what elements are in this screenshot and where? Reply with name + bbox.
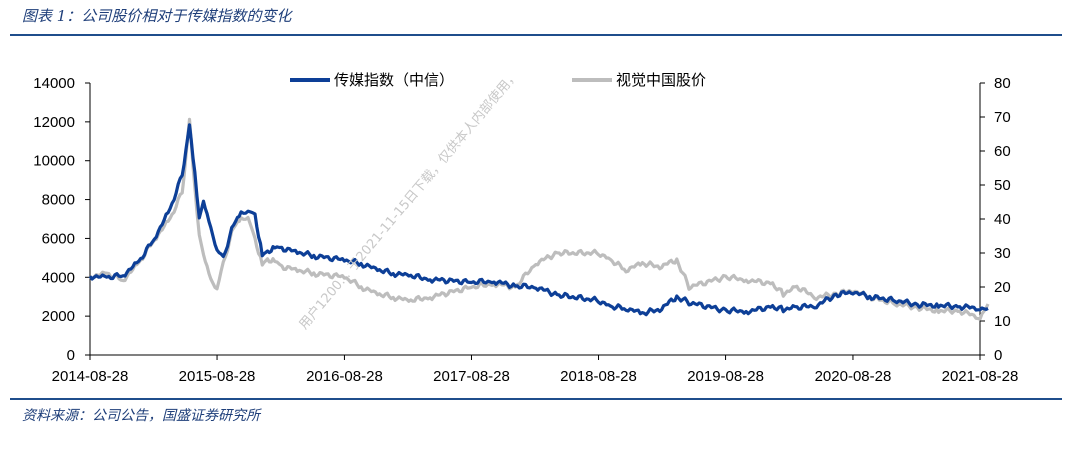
bottom-divider (10, 398, 1062, 400)
axes: 0 2000 4000 6000 8000 10000 12000 14000 0 10 20 30 4… (33, 75, 1018, 385)
figure-caption: 图表 1：公司股价相对于传媒指数的变化 (22, 7, 292, 25)
chart-area: 0 2000 4000 6000 8000 10000 12000 14000 0 10 20 30 4… (33, 67, 1018, 385)
y-left-tick-label: 4000 (42, 269, 75, 286)
y-left-tick-label: 14000 (33, 75, 75, 92)
y-right-tick-label: 30 (994, 245, 1011, 262)
source-note: 资料来源：公司公告，国盛证券研究所 (22, 408, 260, 424)
y-right-tick-label: 40 (994, 211, 1011, 228)
y-left-tick-label: 10000 (33, 153, 75, 170)
legend: 传媒指数（中信） 视觉中国股价 (290, 71, 706, 89)
legend-label-stock: 视觉中国股价 (616, 71, 706, 89)
y-left-tick-label: 2000 (42, 308, 75, 325)
top-divider (10, 34, 1062, 36)
y-left-tick-label: 6000 (42, 230, 75, 247)
x-tick-label: 2016-08-28 (306, 368, 383, 385)
legend-label-index: 传媒指数（中信） (334, 71, 454, 89)
y-right-tick-label: 80 (994, 75, 1011, 92)
x-tick-label: 2014-08-28 (52, 368, 129, 385)
y-left-tick-label: 8000 (42, 192, 75, 209)
y-right-tick-label: 0 (994, 347, 1002, 364)
x-tick-label: 2021-08-28 (942, 368, 1019, 385)
x-tick-label: 2017-08-28 (433, 368, 510, 385)
y-right-tick-label: 10 (994, 313, 1011, 330)
y-right-tick-label: 70 (994, 109, 1011, 126)
y-right-tick-label: 50 (994, 177, 1011, 194)
x-tick-label: 2015-08-28 (179, 368, 256, 385)
series-lines (88, 117, 990, 321)
watermark-text: 用户1200... 于2021-11-15日下载，仅供本人内部使用， (296, 67, 522, 333)
y-right-tick-label: 20 (994, 279, 1011, 296)
series-line-index (88, 123, 989, 317)
y-left-tick-label: 12000 (33, 114, 75, 131)
y-right-tick-label: 60 (994, 143, 1011, 160)
x-tick-label: 2019-08-28 (687, 368, 764, 385)
x-tick-label: 2020-08-28 (815, 368, 892, 385)
x-tick-label: 2018-08-28 (560, 368, 637, 385)
y-left-tick-label: 0 (67, 347, 75, 364)
